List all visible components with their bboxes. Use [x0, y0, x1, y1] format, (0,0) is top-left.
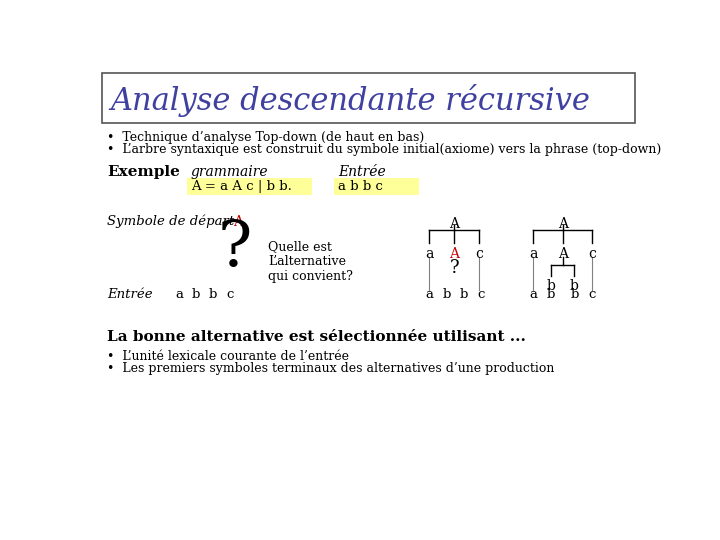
Text: •  Technique d’analyse Top-down (de haut en bas): • Technique d’analyse Top-down (de haut … [107, 131, 424, 144]
Text: a b b c: a b b c [338, 180, 383, 193]
Text: b: b [547, 288, 555, 301]
Text: b: b [546, 279, 556, 293]
Text: c: c [588, 247, 596, 260]
Text: c: c [477, 288, 485, 301]
Text: A: A [449, 217, 459, 231]
Text: a: a [175, 288, 183, 301]
Text: •  L’unité lexicale courante de l’entrée: • L’unité lexicale courante de l’entrée [107, 350, 349, 363]
Text: Symbole de départ: Symbole de départ [107, 215, 234, 228]
Text: c: c [475, 247, 483, 260]
Text: Exemple: Exemple [107, 165, 180, 179]
Text: A = a A c | b b.: A = a A c | b b. [191, 180, 292, 193]
Text: b: b [192, 288, 200, 301]
Text: A: A [558, 247, 568, 260]
Text: Entrée: Entrée [107, 288, 153, 301]
Text: La bonne alternative est sélectionnée utilisant ...: La bonne alternative est sélectionnée ut… [107, 330, 526, 345]
Text: Entrée: Entrée [338, 165, 386, 179]
Text: a: a [426, 247, 433, 260]
Text: b: b [209, 288, 217, 301]
Text: a: a [426, 288, 433, 301]
Text: ?: ? [449, 259, 459, 277]
Text: c: c [588, 288, 596, 301]
Text: grammaire: grammaire [191, 165, 269, 179]
Text: A: A [233, 215, 243, 229]
Text: c: c [227, 288, 234, 301]
Text: A: A [558, 217, 568, 231]
FancyBboxPatch shape [187, 178, 312, 195]
Text: •  L’arbre syntaxique est construit du symbole initial(axiome) vers la phrase (t: • L’arbre syntaxique est construit du sy… [107, 143, 661, 156]
Text: Analyse descendante récursive: Analyse descendante récursive [110, 84, 590, 118]
Text: b: b [442, 288, 451, 301]
FancyBboxPatch shape [334, 178, 419, 195]
Text: a: a [529, 288, 537, 301]
Text: Quelle est
L’alternative
qui convient?: Quelle est L’alternative qui convient? [269, 240, 353, 284]
Text: •  Les premiers symboles terminaux des alternatives d’une production: • Les premiers symboles terminaux des al… [107, 362, 554, 375]
Text: a: a [529, 247, 538, 260]
Text: b: b [570, 279, 579, 293]
Text: b: b [459, 288, 468, 301]
Text: b: b [570, 288, 579, 301]
FancyBboxPatch shape [102, 72, 635, 123]
Text: ?: ? [218, 219, 252, 280]
Text: A: A [449, 247, 459, 260]
